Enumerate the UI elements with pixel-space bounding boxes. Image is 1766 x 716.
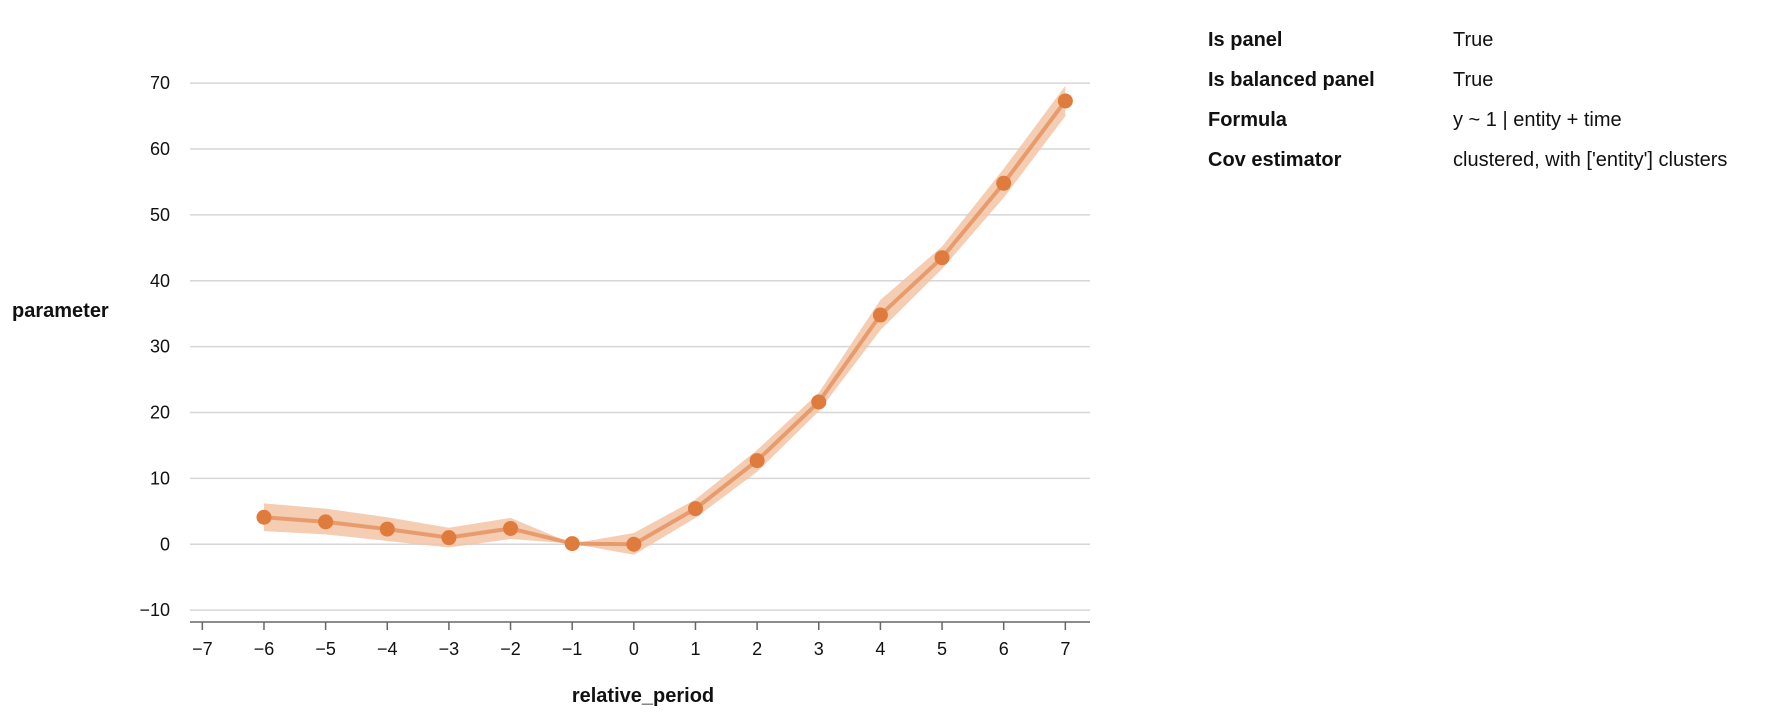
data-point <box>1057 93 1073 109</box>
x-tick-label: 6 <box>999 639 1009 659</box>
info-row-formula: Formula y ~ 1 | entity + time <box>1208 100 1727 140</box>
data-point <box>872 307 888 323</box>
y-tick-label: 70 <box>150 73 170 93</box>
y-tick-label: 0 <box>160 534 170 554</box>
data-points <box>256 93 1073 552</box>
data-point <box>379 521 395 537</box>
x-axis-title: relative_period <box>572 685 714 707</box>
series-line <box>263 99 1067 547</box>
x-tick-label: 2 <box>752 639 762 659</box>
y-tick-label: 40 <box>150 271 170 291</box>
x-tick-label: 1 <box>690 639 700 659</box>
y-tick-label: 10 <box>150 468 170 488</box>
data-point <box>503 520 519 536</box>
x-axis: −7 −6 −5 −4 −3 −2 −1 0 1 2 3 4 5 6 7 <box>190 621 1090 659</box>
info-value: True <box>1453 68 1494 91</box>
model-info-table: Is panel True Is balanced panel True For… <box>1208 20 1727 180</box>
grid-lines <box>190 82 1090 611</box>
info-row-cov-estimator: Cov estimator clustered, with ['entity']… <box>1208 140 1727 180</box>
x-tick-label: 0 <box>629 639 639 659</box>
info-key: Formula <box>1208 108 1287 131</box>
data-point <box>564 536 580 552</box>
info-value: clustered, with ['entity'] clusters <box>1453 148 1728 171</box>
x-tick-label: −7 <box>192 639 213 659</box>
x-tick-label: 7 <box>1060 639 1070 659</box>
x-tick-label: −4 <box>377 639 398 659</box>
data-point <box>687 501 703 517</box>
data-point <box>318 514 334 530</box>
y-tick-label: 20 <box>150 403 170 423</box>
confidence-band <box>263 85 1066 555</box>
x-tick-label: 5 <box>937 639 947 659</box>
x-tick-label: −1 <box>562 639 583 659</box>
series-line-group <box>263 99 1067 547</box>
info-row-is-balanced-panel: Is balanced panel True <box>1208 60 1727 100</box>
data-point <box>626 536 642 552</box>
x-tick-label: −2 <box>500 639 521 659</box>
y-axis-title: parameter <box>12 300 109 322</box>
x-tick-label: −3 <box>439 639 460 659</box>
data-point <box>996 175 1012 191</box>
x-tick-label: 3 <box>814 639 824 659</box>
data-point <box>749 453 765 469</box>
data-point <box>934 250 950 266</box>
y-axis-ticks: −10 0 10 20 30 40 50 60 70 <box>139 73 170 620</box>
x-tick-label: −6 <box>254 639 275 659</box>
data-point <box>441 530 457 546</box>
data-point <box>256 509 272 525</box>
info-row-is-panel: Is panel True <box>1208 20 1727 60</box>
confidence-band-group <box>263 85 1066 555</box>
info-key: Is panel <box>1208 28 1283 51</box>
info-value: True <box>1453 28 1494 51</box>
info-key: Is balanced panel <box>1208 68 1375 91</box>
y-tick-label: −10 <box>139 600 170 620</box>
data-point <box>811 394 827 410</box>
x-tick-label: 4 <box>875 639 885 659</box>
y-tick-label: 30 <box>150 337 170 357</box>
info-key: Cov estimator <box>1208 148 1342 171</box>
x-tick-label: −5 <box>315 639 336 659</box>
y-tick-label: 60 <box>150 139 170 159</box>
y-tick-label: 50 <box>150 205 170 225</box>
info-value: y ~ 1 | entity + time <box>1453 108 1622 131</box>
